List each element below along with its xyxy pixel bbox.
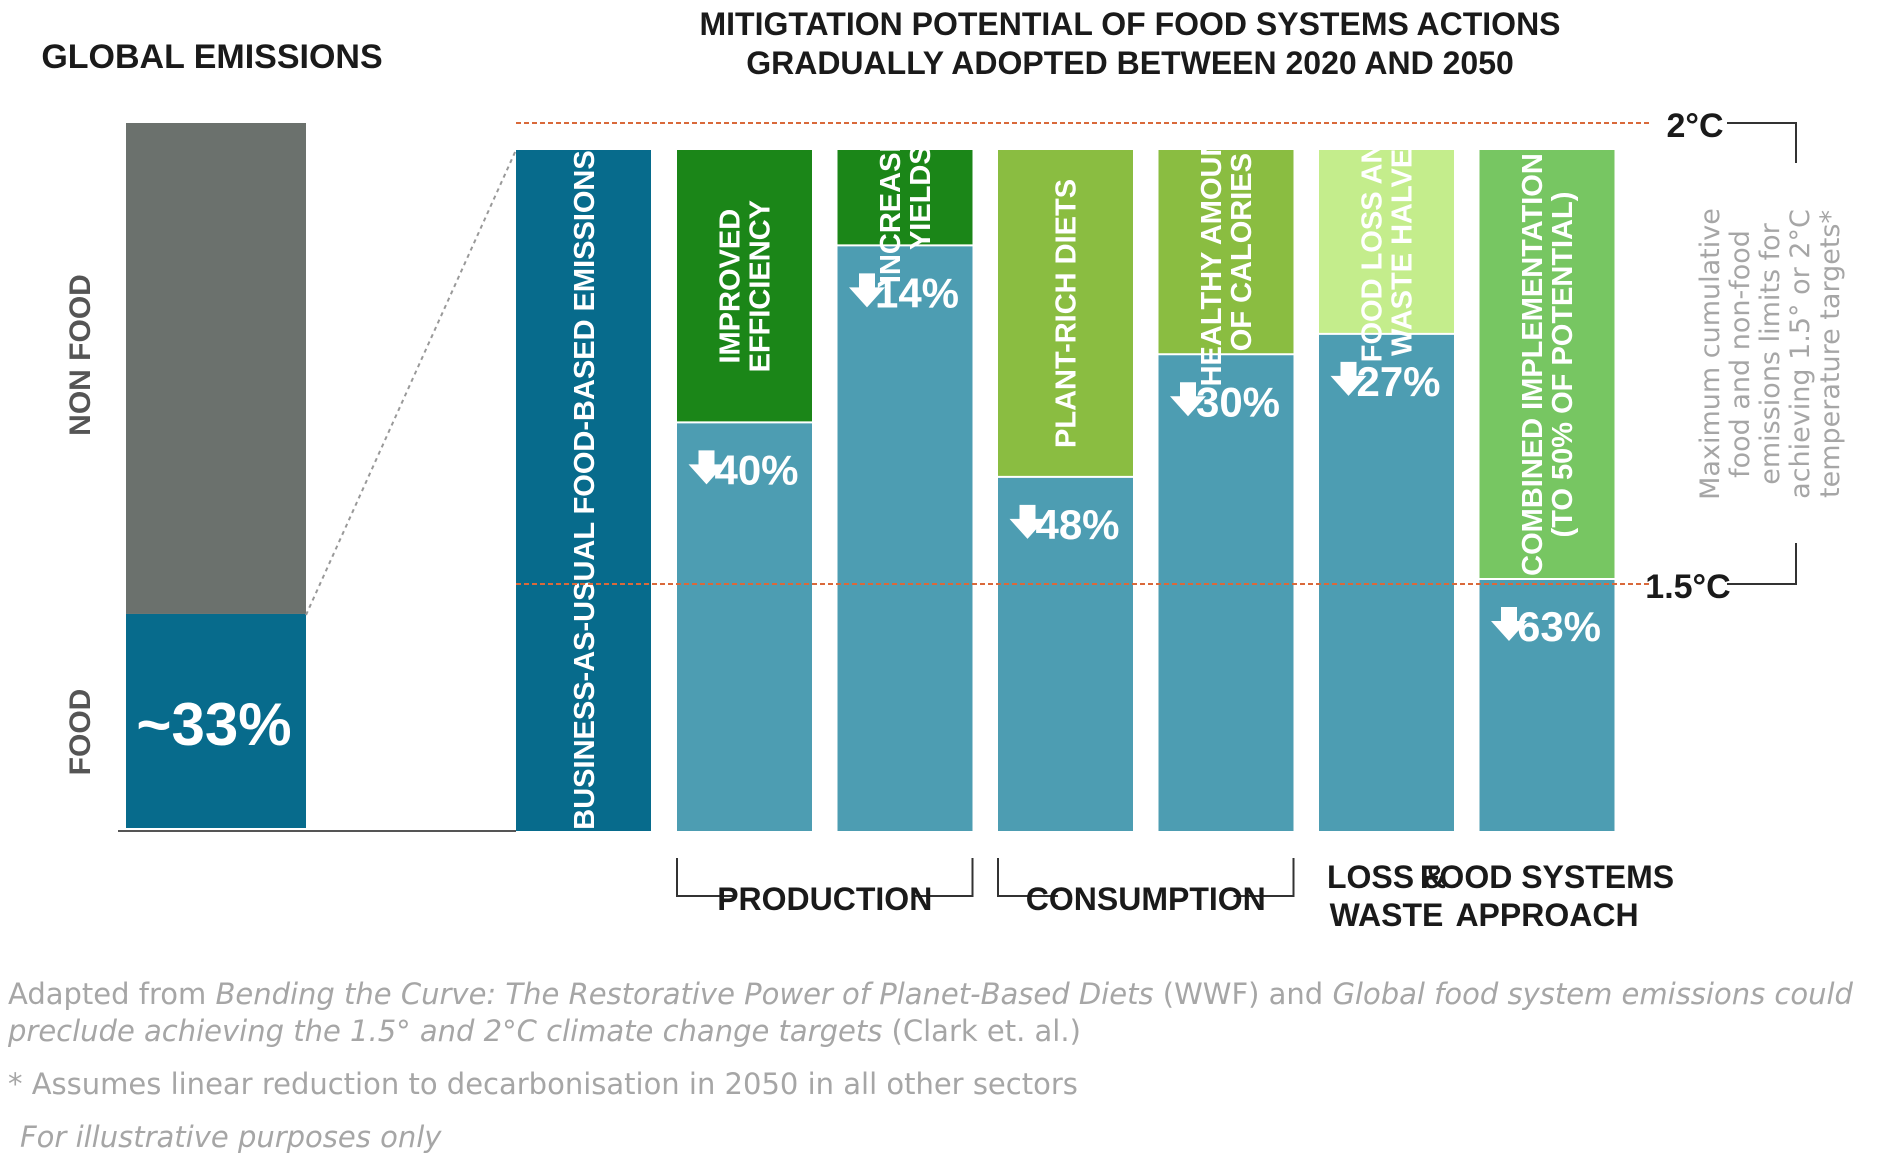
bracket-text: Maximum cumulative food and non-food emiss… — [1695, 208, 1846, 500]
footnote-source-b: Bending the Curve: The Restorative Power… — [215, 977, 1154, 1011]
footnote-assumption: * Assumes linear reduction to decarbonis… — [8, 1067, 1078, 1101]
bar-name-4-line-1: HEALTHY AMOUNT — [1196, 118, 1228, 387]
footnote-source-a: Adapted from — [8, 977, 216, 1011]
reduction-label-6: 63% — [1517, 603, 1601, 650]
reduction-bar-4 — [1158, 150, 1294, 355]
group-bracket-right-2 — [1233, 858, 1295, 897]
reduction-bar-2 — [837, 150, 973, 246]
remaining-bar-4 — [1158, 354, 1294, 831]
group-label-4-line-1: FOOD SYSTEMS — [1420, 859, 1674, 895]
baseline-bar — [516, 150, 651, 831]
group-bracket-left-2 — [997, 858, 1058, 897]
two-degree-label: 2°C — [1666, 107, 1723, 145]
footnote-source-d: Global food system emissions could — [1332, 977, 1853, 1011]
group-label-3-line-1: LOSS & — [1327, 859, 1446, 895]
bracket-text-line-4: achieving 1.5° or 2°C — [1785, 209, 1816, 499]
footnote-source-2a: preclude achieving the 1.5° and 2°C clim… — [8, 1014, 883, 1048]
group-bracket-left-1 — [676, 858, 737, 897]
reduction-bar-3 — [998, 150, 1133, 477]
baseline-bar-label: BUSINESS-AS-USUAL FOOD-BASED EMISSIONS — [569, 150, 601, 829]
food-label: FOOD — [64, 689, 97, 776]
food-share-label: ~33% — [136, 691, 291, 758]
down-arrow-icon — [1009, 504, 1046, 539]
bar-name-2-line-1: INCREASED — [875, 112, 907, 283]
down-arrow-icon — [1330, 361, 1367, 396]
global-emissions-title: GLOBAL EMISSIONS — [41, 38, 382, 76]
reduction-label-3: 48% — [1035, 501, 1119, 548]
footnote-source-2b: (Clark et. al.) — [882, 1014, 1081, 1048]
bracket-text-line-1: Maximum cumulative — [1695, 208, 1726, 500]
bar-name-3-line-1: PLANT-RICH DIETS — [1051, 179, 1083, 448]
reduction-label-5: 27% — [1356, 358, 1440, 405]
group-label-4-line-2: APPROACH — [1455, 897, 1638, 933]
bar-name-5-line-1: FOOD LOSS AND — [1357, 122, 1389, 363]
remaining-bar-3 — [998, 476, 1133, 831]
bar-name-6-line-2: (TO 50% OF POTENTIAL) — [1547, 192, 1579, 538]
group-bracket-right-1 — [912, 858, 974, 897]
remaining-bar-1 — [677, 422, 812, 831]
food-bar — [126, 613, 306, 828]
bar-name-5-line-2: WASTE HALVED — [1387, 128, 1419, 356]
down-arrow-icon — [849, 273, 885, 308]
bar-name-1-line-1: IMPROVED — [715, 209, 747, 364]
bar-name-6-line-1: COMBINED IMPLEMENTATION — [1517, 153, 1549, 576]
bar-name-1-line-2: EFFICIENCY — [745, 200, 777, 372]
non-food-label: NON FOOD — [64, 274, 97, 436]
bracket-bottom — [1727, 543, 1797, 585]
bracket-top — [1727, 122, 1797, 163]
one-five-degree-label: 1.5°C — [1645, 568, 1730, 606]
main-title-line1: MITIGTATION POTENTIAL OF FOOD SYSTEMS AC… — [699, 6, 1560, 42]
main-title-line2: GRADUALLY ADOPTED BETWEEN 2020 AND 2050 — [746, 45, 1514, 81]
reduction-label-1: 40% — [714, 446, 798, 493]
reduction-label-4: 30% — [1196, 378, 1280, 425]
reduction-label-2: 14% — [875, 269, 959, 316]
reduction-bar-6 — [1479, 150, 1615, 580]
bracket-text-line-2: food and non-food — [1725, 230, 1756, 478]
group-label-1-line-1: PRODUCTION — [717, 881, 932, 917]
footnote-illustrative: For illustrative purposes only — [20, 1121, 441, 1154]
remaining-bar-5 — [1319, 333, 1454, 831]
group-label-2-line-1: CONSUMPTION — [1026, 881, 1266, 917]
reduction-bar-1 — [677, 150, 812, 423]
bar-name-6: COMBINED IMPLEMENTATION(TO 50% OF POTENT… — [1517, 153, 1579, 576]
footnote-illustrative-text: For illustrative purposes only — [20, 1120, 442, 1154]
reduction-bar-5 — [1319, 150, 1454, 334]
remaining-bar-2 — [837, 245, 973, 832]
zoom-connector — [305, 149, 517, 616]
footnote-source-2: preclude achieving the 1.5° and 2°C clim… — [8, 1015, 1081, 1048]
footnote-source-c: (WWF) and — [1153, 977, 1333, 1011]
down-arrow-icon — [688, 450, 725, 485]
down-arrow-icon — [1170, 382, 1206, 417]
bracket-text-line-3: emissions limits for — [1755, 222, 1786, 484]
footnote-source: Adapted from Bending the Curve: The Rest… — [8, 978, 1853, 1011]
bar-name-2-line-2: YIELDS — [905, 145, 937, 250]
group-label-3-line-2: WASTE — [1330, 897, 1444, 933]
bar-name-3: PLANT-RICH DIETS — [1051, 179, 1083, 448]
bracket-text-line-5: temperature targets* — [1815, 210, 1846, 498]
bar-name-4-line-2: OF CALORIES — [1226, 153, 1258, 351]
down-arrow-icon — [1491, 607, 1527, 642]
non-food-bar — [126, 123, 306, 614]
